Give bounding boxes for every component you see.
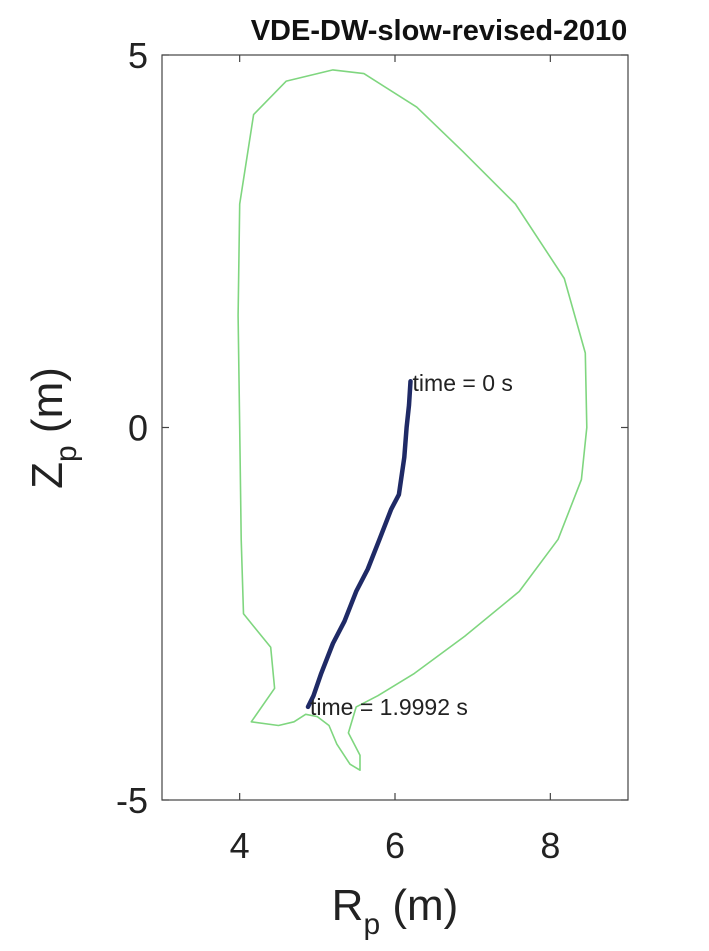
y-axis-label-sub: p: [50, 445, 83, 462]
y-tick-label: 5: [128, 35, 148, 76]
x-axis-label-main: R: [332, 881, 364, 930]
plot-axes: 4 6 8 -5 0 5: [116, 35, 629, 866]
y-axis-label-main: Z: [23, 462, 72, 489]
annotation-start: time = 0 s: [413, 370, 513, 396]
y-tick-label: -5: [116, 780, 148, 821]
x-axis-label: Rp (m): [332, 881, 459, 941]
x-tick-label: 4: [230, 825, 250, 866]
annotation-end: time = 1.9992 s: [310, 694, 468, 720]
x-axis-label-sub: p: [363, 908, 380, 941]
x-tick-label: 8: [540, 825, 560, 866]
trajectory-line: [305, 379, 413, 710]
y-axis-label: Zp (m): [23, 367, 83, 489]
chart-title: VDE-DW-slow-revised-2010: [251, 15, 628, 47]
plot-frame: [161, 54, 629, 801]
boundary-line: [237, 69, 588, 772]
y-axis-label-unit: (m): [23, 367, 72, 445]
x-tick-label: 6: [385, 825, 405, 866]
y-tick-label: 0: [128, 408, 148, 449]
x-axis-label-unit: (m): [380, 881, 458, 930]
plot-annotations: time = 0 s time = 1.9992 s: [310, 370, 513, 720]
plot-series: [237, 69, 588, 772]
